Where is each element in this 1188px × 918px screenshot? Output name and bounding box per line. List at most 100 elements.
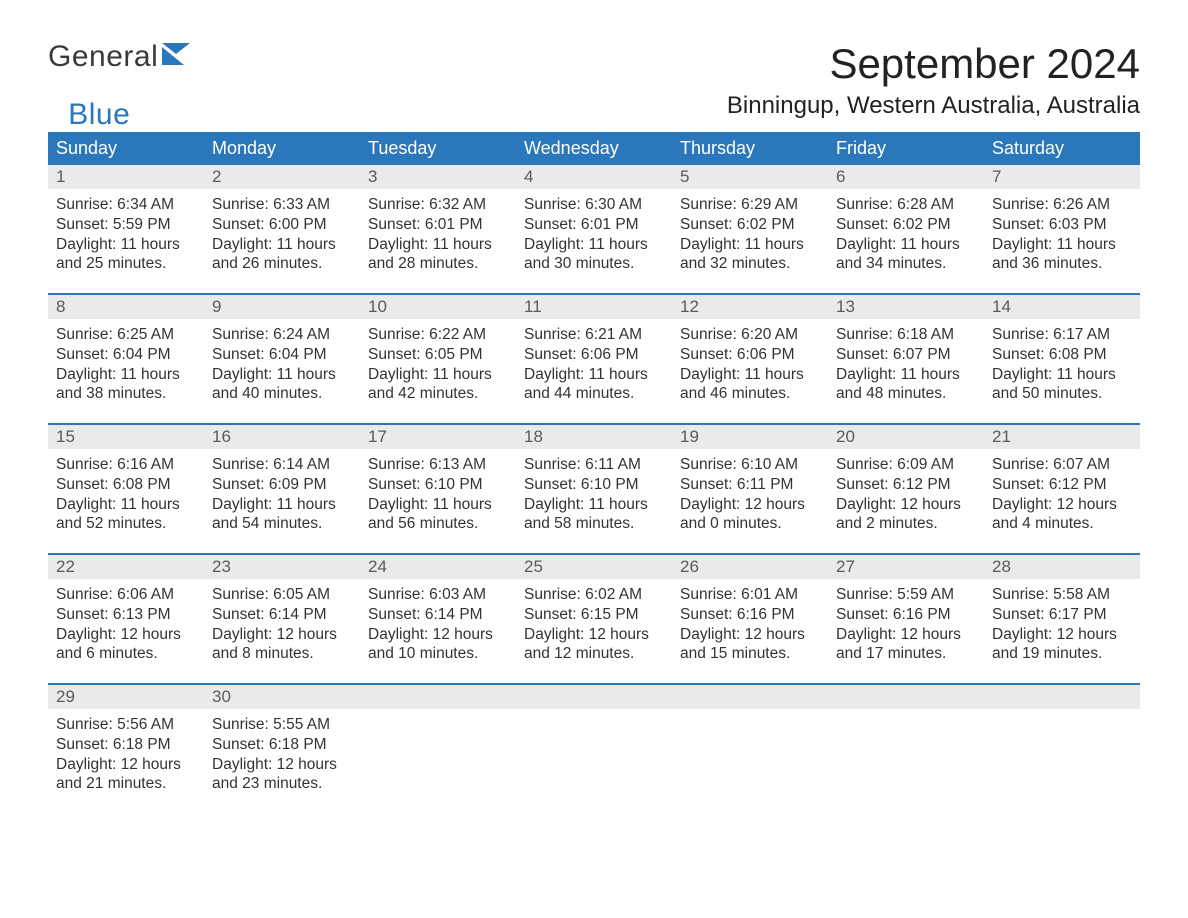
day-number: 10: [360, 295, 516, 319]
calendar-day: 30Sunrise: 5:55 AMSunset: 6:18 PMDayligh…: [204, 685, 360, 813]
daylight-line: Daylight: 12 hours and 19 minutes.: [992, 625, 1132, 665]
sunrise-line: Sunrise: 6:06 AM: [56, 585, 196, 605]
calendar-day: 24Sunrise: 6:03 AMSunset: 6:14 PMDayligh…: [360, 555, 516, 683]
day-details: Sunrise: 6:33 AMSunset: 6:00 PMDaylight:…: [204, 189, 360, 274]
daylight-line: Daylight: 11 hours and 58 minutes.: [524, 495, 664, 535]
sunrise-line: Sunrise: 5:55 AM: [212, 715, 352, 735]
day-details: Sunrise: 6:17 AMSunset: 6:08 PMDaylight:…: [984, 319, 1140, 404]
daylight-line: Daylight: 11 hours and 38 minutes.: [56, 365, 196, 405]
brand-logo: General: [48, 40, 196, 74]
day-details: Sunrise: 6:10 AMSunset: 6:11 PMDaylight:…: [672, 449, 828, 534]
sunrise-line: Sunrise: 6:30 AM: [524, 195, 664, 215]
calendar-day: [828, 685, 984, 813]
calendar-week: 15Sunrise: 6:16 AMSunset: 6:08 PMDayligh…: [48, 423, 1140, 553]
sunset-line: Sunset: 6:09 PM: [212, 475, 352, 495]
sunrise-line: Sunrise: 6:25 AM: [56, 325, 196, 345]
daylight-line: Daylight: 12 hours and 0 minutes.: [680, 495, 820, 535]
calendar-day: 4Sunrise: 6:30 AMSunset: 6:01 PMDaylight…: [516, 165, 672, 293]
weekday-header-cell: Tuesday: [360, 132, 516, 165]
day-details: Sunrise: 6:03 AMSunset: 6:14 PMDaylight:…: [360, 579, 516, 664]
day-details: Sunrise: 6:34 AMSunset: 5:59 PMDaylight:…: [48, 189, 204, 274]
sunset-line: Sunset: 6:17 PM: [992, 605, 1132, 625]
calendar-week: 1Sunrise: 6:34 AMSunset: 5:59 PMDaylight…: [48, 165, 1140, 293]
sunset-line: Sunset: 6:18 PM: [212, 735, 352, 755]
calendar-day: 7Sunrise: 6:26 AMSunset: 6:03 PMDaylight…: [984, 165, 1140, 293]
daylight-line: Daylight: 12 hours and 4 minutes.: [992, 495, 1132, 535]
day-number: 23: [204, 555, 360, 579]
day-details: Sunrise: 6:30 AMSunset: 6:01 PMDaylight:…: [516, 189, 672, 274]
day-details: Sunrise: 6:28 AMSunset: 6:02 PMDaylight:…: [828, 189, 984, 274]
sunrise-line: Sunrise: 6:22 AM: [368, 325, 508, 345]
day-number: 30: [204, 685, 360, 709]
day-details: Sunrise: 6:11 AMSunset: 6:10 PMDaylight:…: [516, 449, 672, 534]
calendar-day: 9Sunrise: 6:24 AMSunset: 6:04 PMDaylight…: [204, 295, 360, 423]
sunrise-line: Sunrise: 5:58 AM: [992, 585, 1132, 605]
sunset-line: Sunset: 6:02 PM: [680, 215, 820, 235]
day-number: 26: [672, 555, 828, 579]
page-subtitle: Binningup, Western Australia, Australia: [727, 92, 1140, 120]
sunset-line: Sunset: 6:10 PM: [524, 475, 664, 495]
sunset-line: Sunset: 6:16 PM: [680, 605, 820, 625]
sunset-line: Sunset: 6:05 PM: [368, 345, 508, 365]
day-details: [984, 709, 1140, 715]
day-number: 21: [984, 425, 1140, 449]
sunrise-line: Sunrise: 6:28 AM: [836, 195, 976, 215]
calendar-day: [672, 685, 828, 813]
sunrise-line: Sunrise: 6:17 AM: [992, 325, 1132, 345]
calendar-week: 29Sunrise: 5:56 AMSunset: 6:18 PMDayligh…: [48, 683, 1140, 813]
sunset-line: Sunset: 6:13 PM: [56, 605, 196, 625]
calendar-day: 12Sunrise: 6:20 AMSunset: 6:06 PMDayligh…: [672, 295, 828, 423]
day-details: Sunrise: 6:07 AMSunset: 6:12 PMDaylight:…: [984, 449, 1140, 534]
daylight-line: Daylight: 12 hours and 21 minutes.: [56, 755, 196, 795]
daylight-line: Daylight: 11 hours and 42 minutes.: [368, 365, 508, 405]
day-number: 12: [672, 295, 828, 319]
sunset-line: Sunset: 6:06 PM: [680, 345, 820, 365]
sunset-line: Sunset: 6:01 PM: [368, 215, 508, 235]
day-number: 24: [360, 555, 516, 579]
sunrise-line: Sunrise: 6:10 AM: [680, 455, 820, 475]
sunrise-line: Sunrise: 6:33 AM: [212, 195, 352, 215]
sunset-line: Sunset: 6:12 PM: [836, 475, 976, 495]
sunset-line: Sunset: 5:59 PM: [56, 215, 196, 235]
sunset-line: Sunset: 6:16 PM: [836, 605, 976, 625]
sunrise-line: Sunrise: 6:09 AM: [836, 455, 976, 475]
weekday-header-cell: Thursday: [672, 132, 828, 165]
sunrise-line: Sunrise: 6:21 AM: [524, 325, 664, 345]
day-details: Sunrise: 6:22 AMSunset: 6:05 PMDaylight:…: [360, 319, 516, 404]
sunset-line: Sunset: 6:14 PM: [212, 605, 352, 625]
day-details: Sunrise: 5:55 AMSunset: 6:18 PMDaylight:…: [204, 709, 360, 794]
sunrise-line: Sunrise: 5:59 AM: [836, 585, 976, 605]
sunset-line: Sunset: 6:15 PM: [524, 605, 664, 625]
day-number: 17: [360, 425, 516, 449]
calendar-day: 19Sunrise: 6:10 AMSunset: 6:11 PMDayligh…: [672, 425, 828, 553]
day-number: 4: [516, 165, 672, 189]
calendar-day: 21Sunrise: 6:07 AMSunset: 6:12 PMDayligh…: [984, 425, 1140, 553]
sunset-line: Sunset: 6:08 PM: [992, 345, 1132, 365]
sunrise-line: Sunrise: 6:16 AM: [56, 455, 196, 475]
sunset-line: Sunset: 6:10 PM: [368, 475, 508, 495]
day-details: Sunrise: 6:06 AMSunset: 6:13 PMDaylight:…: [48, 579, 204, 664]
day-number: 28: [984, 555, 1140, 579]
sunset-line: Sunset: 6:06 PM: [524, 345, 664, 365]
weekday-header-cell: Saturday: [984, 132, 1140, 165]
daylight-line: Daylight: 12 hours and 12 minutes.: [524, 625, 664, 665]
day-details: [672, 709, 828, 715]
daylight-line: Daylight: 11 hours and 26 minutes.: [212, 235, 352, 275]
calendar-day: 14Sunrise: 6:17 AMSunset: 6:08 PMDayligh…: [984, 295, 1140, 423]
daylight-line: Daylight: 11 hours and 36 minutes.: [992, 235, 1132, 275]
day-number: 15: [48, 425, 204, 449]
sunset-line: Sunset: 6:04 PM: [56, 345, 196, 365]
sunset-line: Sunset: 6:18 PM: [56, 735, 196, 755]
day-details: Sunrise: 6:13 AMSunset: 6:10 PMDaylight:…: [360, 449, 516, 534]
day-number: [360, 685, 516, 709]
calendar-day: 11Sunrise: 6:21 AMSunset: 6:06 PMDayligh…: [516, 295, 672, 423]
sunrise-line: Sunrise: 6:34 AM: [56, 195, 196, 215]
day-number: 14: [984, 295, 1140, 319]
daylight-line: Daylight: 11 hours and 30 minutes.: [524, 235, 664, 275]
weekday-header-cell: Wednesday: [516, 132, 672, 165]
day-details: Sunrise: 6:29 AMSunset: 6:02 PMDaylight:…: [672, 189, 828, 274]
calendar-day: 26Sunrise: 6:01 AMSunset: 6:16 PMDayligh…: [672, 555, 828, 683]
day-details: Sunrise: 6:16 AMSunset: 6:08 PMDaylight:…: [48, 449, 204, 534]
daylight-line: Daylight: 11 hours and 40 minutes.: [212, 365, 352, 405]
sunset-line: Sunset: 6:01 PM: [524, 215, 664, 235]
